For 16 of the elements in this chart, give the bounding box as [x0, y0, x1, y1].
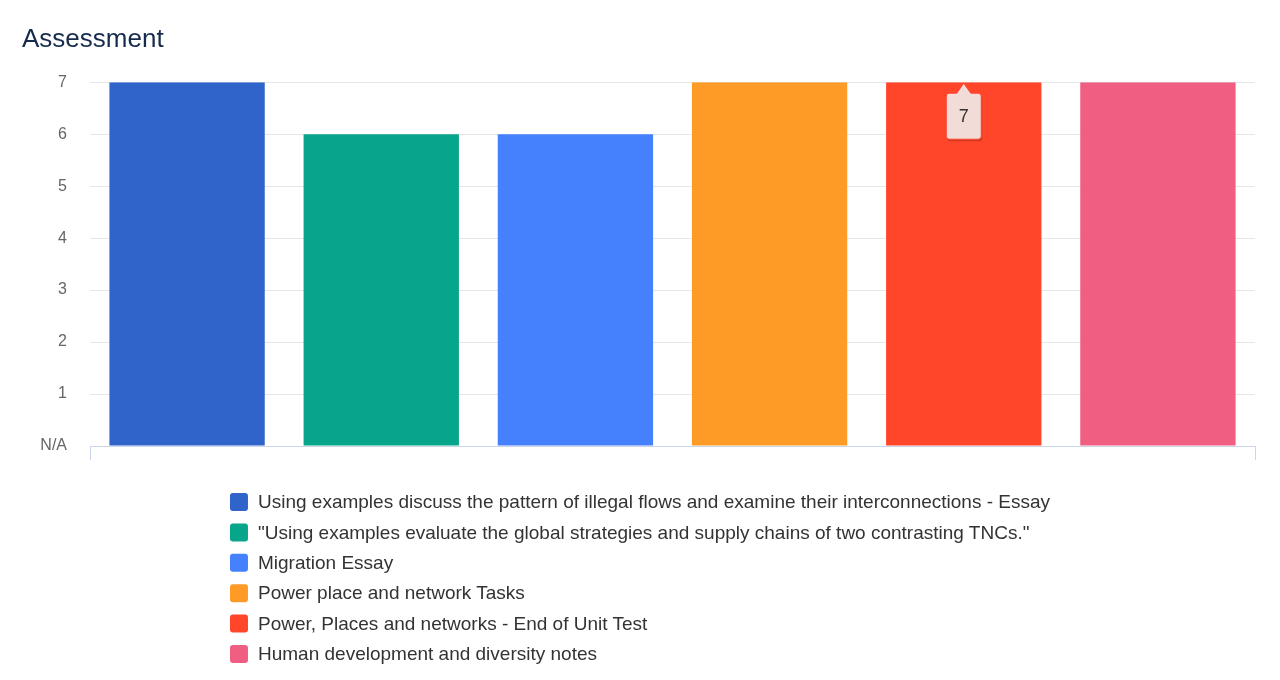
y-tick-label: 1 — [58, 384, 68, 402]
legend-label: Power, Places and networks - End of Unit Test — [257, 612, 649, 634]
y-tick-label: 3 — [58, 280, 68, 298]
y-tick-label: 4 — [58, 228, 68, 246]
data-label: 7 — [958, 106, 969, 127]
legend-label: Migration Essay — [257, 552, 394, 574]
legend-label: Power place and network Tasks — [257, 582, 525, 604]
y-tick-label: 5 — [58, 176, 68, 194]
legend-label: Using examples discuss the pattern of illegal flows and examine their interconnections - Essay — [257, 491, 1051, 513]
legend-label: "Using examples evaluate the global strategies and supply chains of two contrasting TNCs." — [257, 521, 1030, 543]
y-tick-label: 6 — [58, 124, 68, 142]
y-tick-label: N/A — [40, 436, 68, 454]
y-tick-label: 2 — [58, 332, 68, 350]
y-tick-label: 7 — [58, 72, 68, 90]
legend-label: Human development and diversity notes — [257, 643, 597, 665]
chart-title: Assessment — [22, 22, 165, 53]
